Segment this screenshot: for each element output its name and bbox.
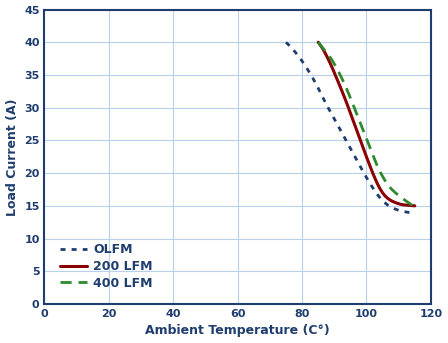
Legend: OLFM, 200 LFM, 400 LFM: OLFM, 200 LFM, 400 LFM bbox=[55, 238, 158, 295]
X-axis label: Ambient Temperature (C°): Ambient Temperature (C°) bbox=[145, 324, 330, 338]
Y-axis label: Load Current (A): Load Current (A) bbox=[5, 98, 18, 215]
